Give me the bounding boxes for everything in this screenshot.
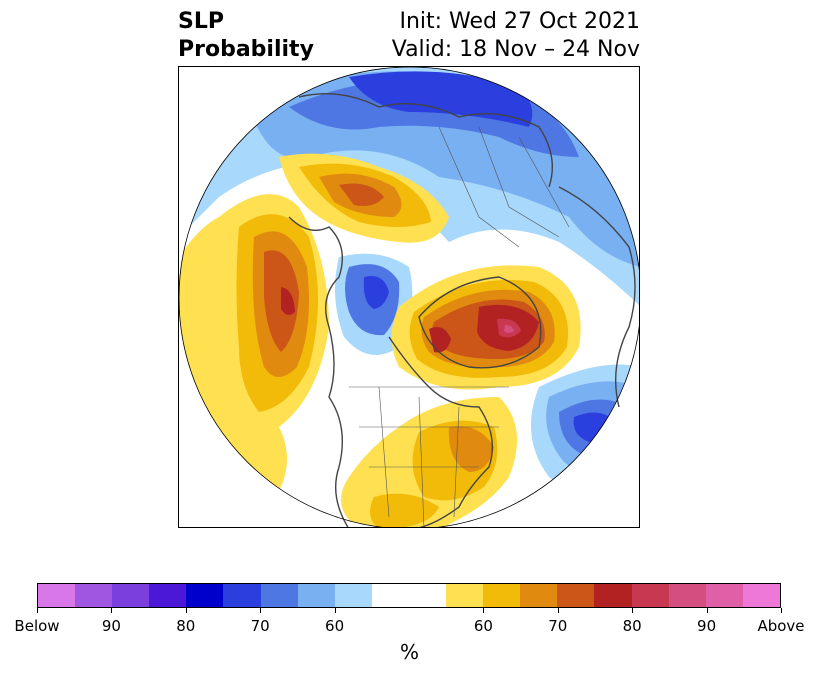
colorbar-tick-mark (334, 608, 336, 613)
colorbar-segment (297, 584, 335, 607)
colorbar-tick-label: Below (14, 617, 60, 635)
colorbar-segment (520, 584, 558, 607)
colorbar-tick-mark (483, 608, 485, 613)
title-variable: SLP (178, 9, 224, 34)
colorbar-tick-mark (260, 608, 262, 613)
colorbar-unit-label: % (399, 640, 419, 664)
colorbar-tick-mark (185, 608, 187, 613)
probability-map (178, 66, 640, 528)
colorbar-segment (631, 584, 669, 607)
colorbar-segment (668, 584, 706, 607)
colorbar-tick-mark (111, 608, 113, 613)
colorbar-tick-label: 80 (622, 617, 642, 635)
colorbar-tick-label: 70 (548, 617, 568, 635)
title-left: SLP Probability (178, 8, 314, 64)
colorbar-tick-label: Above (757, 617, 805, 635)
colorbar-segment (446, 584, 484, 607)
title-product: Probability (178, 37, 314, 62)
colorbar-tick-label: 60 (325, 617, 345, 635)
valid-period-label: Valid: 18 Nov – 24 Nov (391, 37, 640, 62)
colorbar-tick-mark (37, 608, 38, 613)
colorbar-segment (223, 584, 261, 607)
probability-field (179, 67, 639, 527)
colorbar-tick-mark (781, 608, 782, 613)
colorbar-segment (594, 584, 632, 607)
colorbar-segment (186, 584, 224, 607)
colorbar-tick-label: 70 (250, 617, 270, 635)
colorbar-tick-label: 90 (101, 617, 121, 635)
colorbar-segment (38, 584, 76, 607)
title-right: Init: Wed 27 Oct 2021 Valid: 18 Nov – 24… (392, 8, 640, 64)
colorbar-tick-mark (706, 608, 708, 613)
init-date-label: Init: Wed 27 Oct 2021 (399, 9, 640, 34)
colorbar-tick-mark (632, 608, 634, 613)
map-canvas (179, 67, 639, 527)
probability-colorbar (37, 583, 781, 608)
colorbar-tick-label: 60 (473, 617, 493, 635)
colorbar-ticks: Below 90 80 70 60 60 70 80 90 Above (0, 608, 819, 635)
colorbar-segment (112, 584, 150, 607)
colorbar-segment (75, 584, 113, 607)
colorbar-tick-label: 80 (176, 617, 196, 635)
political-borders (349, 126, 570, 527)
coastlines (288, 93, 636, 527)
colorbar-segment (742, 584, 780, 607)
colorbar-segment (408, 584, 447, 607)
colorbar-tick-label: 90 (697, 617, 717, 635)
colorbar-segment (260, 584, 298, 607)
colorbar-segment (149, 584, 187, 607)
colorbar-segment (705, 584, 743, 607)
colorbar-segment (483, 584, 521, 607)
colorbar-segment (371, 584, 409, 607)
colorbar-tick-mark (557, 608, 559, 613)
colorbar-segment (334, 584, 372, 607)
colorbar-segment (557, 584, 595, 607)
